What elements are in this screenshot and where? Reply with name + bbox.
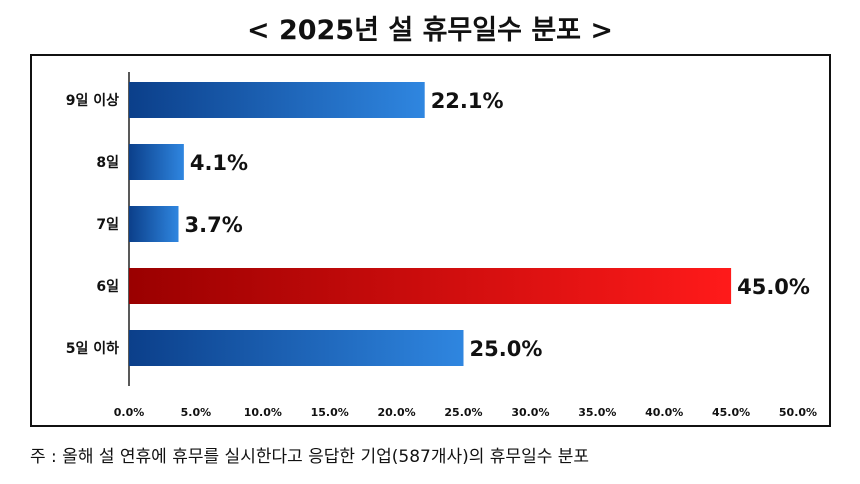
value-label-2: 4.1%: [190, 151, 248, 175]
category-label-4: 6일: [96, 279, 119, 295]
x-tick-label-1: 0.0%: [114, 406, 145, 419]
x-tick-label-9: 40.0%: [645, 406, 683, 419]
value-label-5: 25.0%: [470, 337, 543, 361]
value-label-4: 45.0%: [737, 275, 810, 299]
category-label-5: 5일 이하: [66, 340, 119, 357]
bar-5: [129, 330, 464, 366]
x-tick-label-4: 15.0%: [311, 406, 349, 419]
category-label-1: 9일 이상: [66, 92, 119, 109]
bar-2: [129, 144, 184, 180]
bar-4: [129, 268, 732, 304]
x-tick-label-8: 35.0%: [578, 406, 616, 419]
value-label-3: 3.7%: [185, 213, 243, 237]
bar-3: [129, 206, 179, 242]
footnote: 주 : 올해 설 연휴에 휴무를 실시한다고 응답한 기업(587개사)의 휴무…: [30, 447, 590, 467]
category-label-3: 7일: [96, 217, 119, 233]
x-tick-label-3: 10.0%: [244, 406, 282, 419]
bar-1: [129, 82, 425, 118]
chart-title: < 2025년 설 휴무일수 분포 >: [246, 15, 614, 46]
x-tick-label-7: 30.0%: [511, 406, 549, 419]
x-tick-label-11: 50.0%: [779, 406, 817, 419]
category-label-2: 8일: [96, 155, 119, 171]
x-tick-label-6: 25.0%: [444, 406, 482, 419]
value-label-1: 22.1%: [431, 89, 504, 113]
x-tick-label-2: 5.0%: [181, 406, 212, 419]
x-tick-label-5: 20.0%: [378, 406, 416, 419]
x-tick-label-10: 45.0%: [712, 406, 750, 419]
